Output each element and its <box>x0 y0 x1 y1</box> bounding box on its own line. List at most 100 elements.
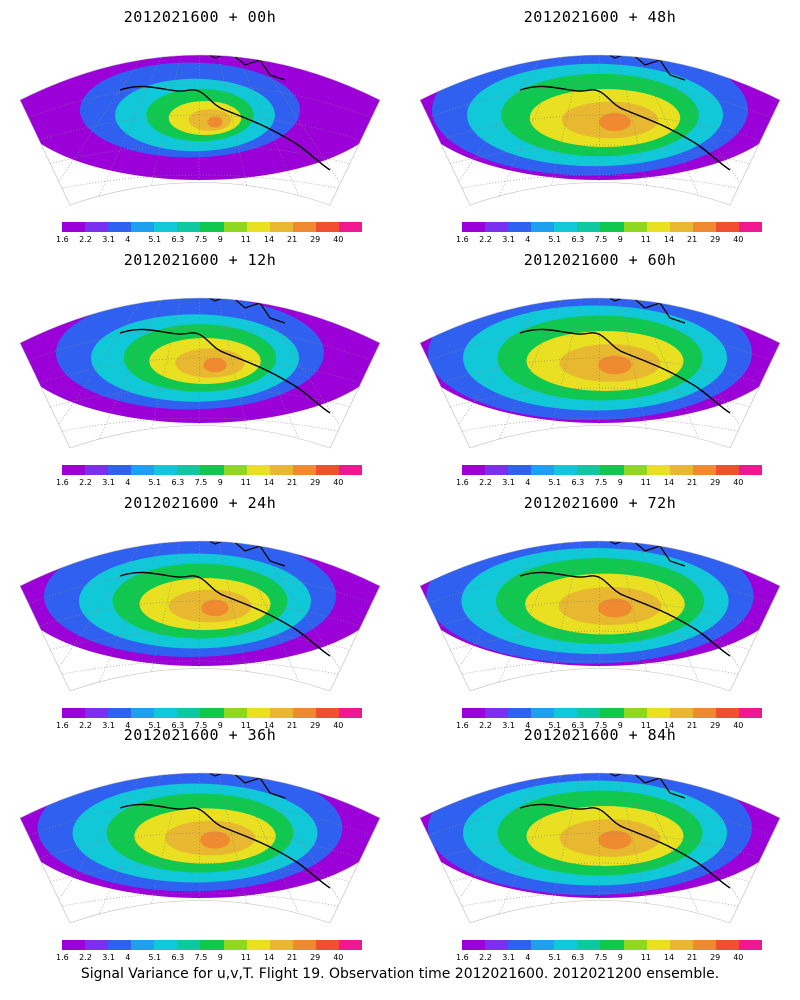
colorbar-swatch <box>269 465 293 475</box>
colorbar-tick-label: 5.1 <box>548 478 562 487</box>
colorbar-swatch <box>177 222 201 232</box>
colorbar-tick-label: 7.5 <box>594 235 608 244</box>
colorbar-swatch <box>577 465 601 475</box>
colorbar-tick-label: 1.6 <box>456 953 469 962</box>
colorbar-tick-label: 40 <box>333 235 344 244</box>
colorbar-swatch <box>646 940 670 950</box>
colorbar-swatch <box>223 222 247 232</box>
colorbar-swatch <box>223 708 247 718</box>
colorbar-swatch <box>246 708 270 718</box>
variance-map <box>19 772 381 924</box>
colorbar-tick-label: 2.2 <box>79 478 92 487</box>
colorbar-tick-label: 4 <box>525 478 531 487</box>
map-panel: 2012021600 + 60h 1.6 2.2 3.1 4 5.1 6.3 7.5 9 11 14… <box>400 243 800 488</box>
panel-title: 2012021600 + 60h <box>523 251 677 269</box>
figure-caption: Signal Variance for u,v,T. Flight 19. Ob… <box>80 966 720 982</box>
colorbar-tick-label: 4 <box>125 478 131 487</box>
colorbar-tick-label: 21 <box>287 235 298 244</box>
colorbar-tick-label: 29 <box>710 478 721 487</box>
colorbar-tick-label: 5.1 <box>148 478 162 487</box>
colorbar-swatch <box>462 222 486 232</box>
colorbar-tick-label: 1.6 <box>56 478 69 487</box>
colorbar-tick-label: 3.1 <box>102 953 115 962</box>
colorbar-swatch <box>338 708 363 718</box>
colorbar-tick-label: 4 <box>525 721 531 730</box>
colorbar-tick-label: 6.3 <box>571 721 585 730</box>
colorbar-swatch <box>600 465 624 475</box>
colorbar-tick-label: 21 <box>287 953 298 962</box>
colorbar-swatch <box>485 708 509 718</box>
colorbar-swatch <box>315 708 339 718</box>
colorbar-swatch <box>200 940 224 950</box>
colorbar-swatch <box>154 222 178 232</box>
colorbar-swatch <box>554 222 578 232</box>
colorbar-tick-label: 7.5 <box>594 953 608 962</box>
colorbar-swatch <box>554 708 578 718</box>
colorbar-tick-label: 6.3 <box>171 721 185 730</box>
colorbar-swatch <box>646 222 670 232</box>
colorbar-tick-label: 9 <box>617 235 623 244</box>
colorbar-swatch <box>108 708 132 718</box>
colorbar-tick-label: 11 <box>240 235 251 244</box>
colorbar-tick-label: 40 <box>333 478 344 487</box>
colorbar-swatch <box>246 465 270 475</box>
colorbar-tick-label: 2.2 <box>79 721 92 730</box>
colorbar-tick-label: 6.3 <box>571 235 585 244</box>
colorbar-swatch <box>292 708 316 718</box>
colorbar-tick-label: 9 <box>617 478 623 487</box>
colorbar-tick-label: 5.1 <box>548 235 562 244</box>
colorbar-swatch <box>600 940 624 950</box>
colorbar <box>62 940 363 950</box>
colorbar-tick-label: 2.2 <box>479 478 492 487</box>
colorbar-swatch <box>669 222 693 232</box>
colorbar-swatch <box>738 465 763 475</box>
colorbar-tick-label: 7.5 <box>194 721 208 730</box>
colorbar-swatch <box>531 708 555 718</box>
colorbar-tick-label: 14 <box>263 721 275 730</box>
colorbar-tick-label: 3.1 <box>502 235 515 244</box>
colorbar <box>462 222 763 232</box>
colorbar-swatch <box>623 465 647 475</box>
colorbar-swatch <box>623 222 647 232</box>
colorbar-tick-label: 4 <box>525 953 531 962</box>
colorbar-ticks: 1.6 2.2 3.1 4 5.1 6.3 7.5 9 11 14 21 29 40 <box>56 235 356 245</box>
colorbar-tick-label: 6.3 <box>171 953 185 962</box>
colorbar-tick-label: 3.1 <box>102 235 115 244</box>
colorbar-tick-label: 5.1 <box>548 953 562 962</box>
colorbar-tick-label: 9 <box>617 953 623 962</box>
variance-map <box>419 540 781 692</box>
colorbar-swatch <box>623 708 647 718</box>
colorbar-swatch <box>108 465 132 475</box>
colorbar-tick-label: 7.5 <box>194 235 208 244</box>
colorbar-swatch <box>246 222 270 232</box>
colorbar-swatch <box>62 465 86 475</box>
colorbar-tick-label: 5.1 <box>548 721 562 730</box>
colorbar-swatch <box>554 465 578 475</box>
colorbar <box>62 465 363 475</box>
colorbar-swatch <box>131 708 155 718</box>
colorbar-tick-label: 14 <box>663 478 675 487</box>
colorbar-ticks: 1.6 2.2 3.1 4 5.1 6.3 7.5 9 11 14 21 29 40 <box>456 721 756 731</box>
colorbar-swatch <box>177 465 201 475</box>
colorbar-tick-label: 6.3 <box>171 235 185 244</box>
colorbar-ticks: 1.6 2.2 3.1 4 5.1 6.3 7.5 9 11 14 21 29 40 <box>56 721 356 731</box>
colorbar-swatch <box>715 940 739 950</box>
colorbar-tick-label: 11 <box>640 953 651 962</box>
colorbar-swatch <box>223 940 247 950</box>
colorbar-swatch <box>669 708 693 718</box>
colorbar-tick-label: 40 <box>733 953 744 962</box>
colorbar-swatch <box>108 222 132 232</box>
colorbar-swatch <box>508 222 532 232</box>
colorbar-swatch <box>485 465 509 475</box>
colorbar-swatch <box>154 940 178 950</box>
colorbar-swatch <box>338 222 363 232</box>
colorbar-tick-label: 2.2 <box>479 953 492 962</box>
colorbar-ticks: 1.6 2.2 3.1 4 5.1 6.3 7.5 9 11 14 21 29 40 <box>456 478 756 488</box>
colorbar-swatch <box>85 465 109 475</box>
colorbar-swatch <box>462 465 486 475</box>
colorbar-tick-label: 29 <box>710 721 721 730</box>
colorbar <box>62 222 363 232</box>
colorbar-swatch <box>131 940 155 950</box>
colorbar-tick-label: 21 <box>287 721 298 730</box>
panel-title: 2012021600 + 72h <box>523 494 677 512</box>
